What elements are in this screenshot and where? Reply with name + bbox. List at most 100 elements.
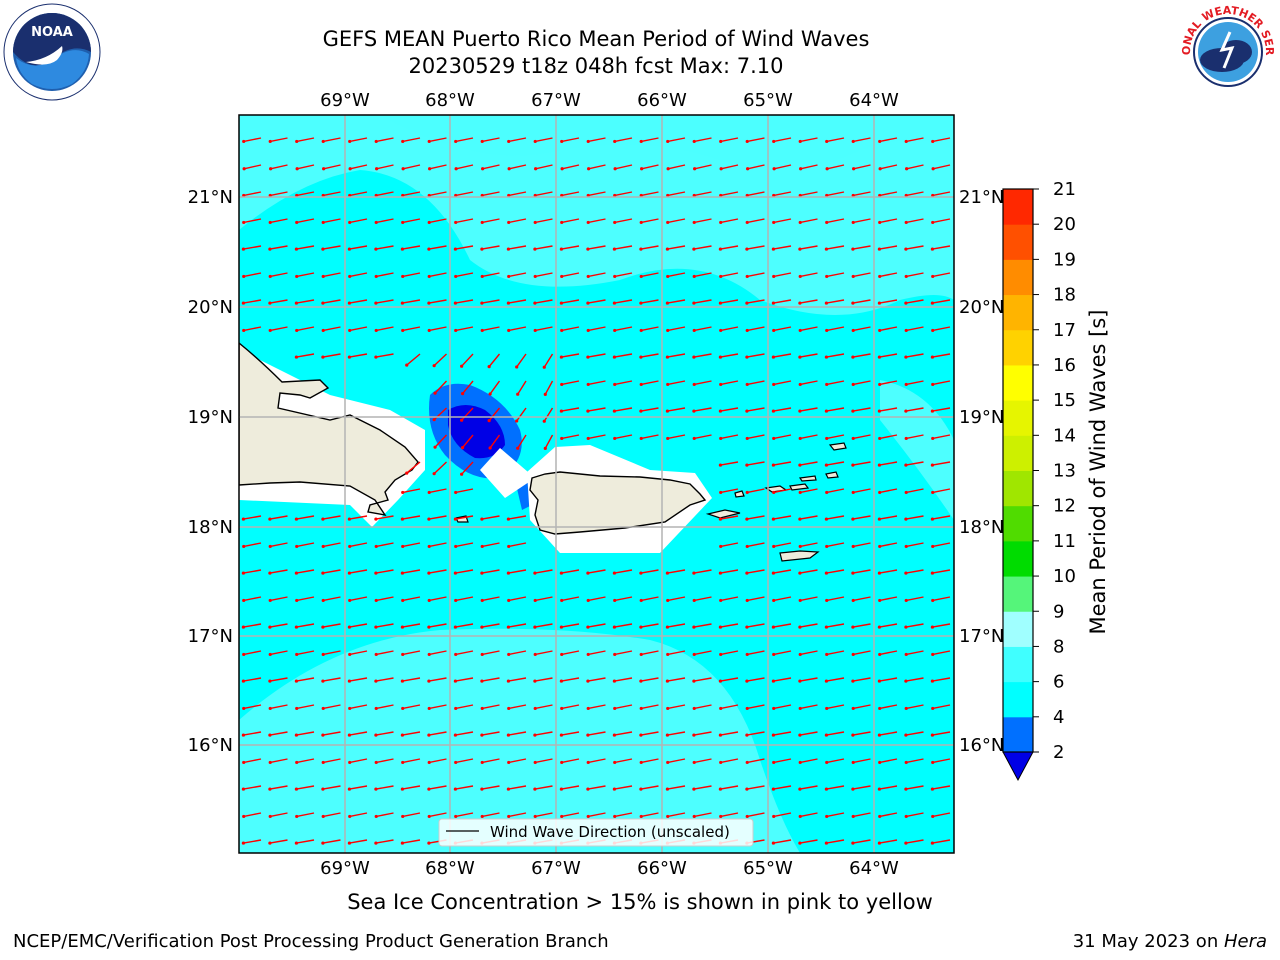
wind-arrow-head — [242, 544, 246, 549]
wind-arrow-head — [400, 841, 405, 845]
wind-arrow-head — [771, 409, 776, 413]
wind-arrow-head — [745, 355, 749, 359]
wind-arrow-head — [639, 436, 643, 441]
wind-arrow — [270, 812, 288, 818]
wind-arrow-head — [268, 760, 272, 765]
wind-arrow-head — [347, 247, 352, 251]
wind-arrow — [799, 407, 818, 412]
wind-arrow — [932, 218, 951, 224]
wind-arrow — [375, 839, 394, 844]
wind-arrow-head — [294, 517, 299, 521]
wind-arrow — [905, 839, 924, 844]
wind-arrow-head — [878, 760, 882, 765]
wind-arrow-head — [613, 706, 617, 711]
wind-arrow-head — [613, 139, 617, 144]
wind-arrow-head — [321, 841, 325, 845]
wind-arrow-head — [639, 679, 643, 683]
wind-arrow-head — [454, 490, 458, 495]
wind-arrow-head — [719, 139, 723, 144]
wind-arrow-head — [798, 760, 802, 765]
wind-arrow-head — [348, 814, 352, 819]
lon-label-top: 67°W — [531, 90, 581, 111]
wind-arrow — [747, 326, 765, 332]
colorbar-tick-label: 15 — [1053, 390, 1076, 411]
wind-arrow — [720, 569, 739, 574]
wind-arrow-head — [692, 652, 696, 657]
wind-arrow — [853, 488, 871, 494]
wind-arrow-head — [745, 139, 749, 144]
wind-arrow — [481, 623, 500, 628]
wind-arrow-head — [241, 571, 246, 575]
wind-arrow — [773, 137, 792, 143]
wind-arrow-head — [878, 544, 882, 549]
wind-arrow — [879, 218, 898, 224]
wind-arrow — [720, 326, 739, 332]
wind-arrow — [826, 812, 845, 818]
wind-arrow-head — [533, 247, 537, 251]
wind-arrow — [852, 623, 871, 628]
wind-arrow-head — [745, 652, 749, 657]
wind-arrow-head — [639, 193, 643, 198]
wind-arrow — [402, 272, 421, 278]
wind-arrow-head — [241, 841, 246, 845]
wind-arrow — [561, 434, 580, 440]
wind-arrow — [800, 596, 818, 602]
wind-arrow — [376, 137, 394, 143]
wind-arrow — [428, 785, 447, 790]
wind-arrow — [561, 326, 580, 332]
wind-arrow-head — [241, 733, 246, 737]
wind-arrow-head — [825, 328, 829, 333]
wind-arrow — [561, 272, 580, 278]
wind-arrow-head — [771, 463, 776, 467]
wind-arrow-head — [488, 446, 492, 450]
wind-arrow-head — [851, 247, 855, 251]
wind-arrow-head — [824, 463, 829, 467]
wind-arrow-head — [613, 193, 617, 198]
wind-arrow-head — [798, 274, 802, 279]
wind-arrow — [482, 191, 500, 197]
wind-arrow — [489, 434, 501, 449]
lat-label-right: 16°N — [959, 735, 1004, 756]
wind-arrow-head — [798, 463, 802, 467]
wind-arrow — [429, 704, 447, 710]
wind-arrow — [693, 731, 712, 736]
wind-arrow — [270, 542, 288, 548]
wind-arrow — [561, 164, 580, 170]
wind-arrow — [561, 596, 580, 602]
wind-arrow-head — [718, 301, 723, 305]
footer-machine: Hera — [1223, 931, 1267, 952]
wind-arrow — [905, 245, 924, 250]
wind-arrow — [296, 515, 315, 520]
lon-label-top: 65°W — [743, 90, 793, 111]
wind-arrow-head — [824, 733, 829, 737]
wind-arrow-head — [559, 787, 564, 791]
wind-arrow — [906, 326, 924, 332]
wind-arrow-head — [480, 679, 484, 683]
wind-arrow — [879, 164, 898, 170]
wind-arrow-head — [347, 625, 352, 629]
wind-arrow-head — [480, 706, 484, 711]
wind-arrow-head — [374, 733, 378, 737]
wind-arrow-head — [931, 490, 935, 495]
svg-text:NOAA: NOAA — [31, 25, 73, 40]
wind-arrow — [455, 785, 474, 790]
chart-subtitle: 20230529 t18z 048h fcst Max: 7.10 — [408, 54, 784, 78]
wind-arrow-head — [269, 167, 273, 171]
colorbar: 2 4 6 8 9 10 11 12 13 14 15 16 17 18 19 20 21 — [1002, 179, 1076, 782]
wind-arrow — [243, 839, 262, 844]
wind-arrow — [376, 191, 394, 197]
wind-arrow-head — [930, 247, 935, 251]
wind-arrow — [561, 758, 580, 764]
wind-arrow-head — [533, 571, 537, 575]
colorbar-segment — [1003, 329, 1033, 366]
wind-arrow — [720, 218, 739, 224]
wind-arrow — [508, 758, 527, 764]
lon-label-bottom: 66°W — [637, 858, 687, 879]
wind-arrow — [720, 164, 739, 170]
wind-arrow-head — [745, 463, 749, 467]
wind-arrow — [932, 812, 951, 818]
wind-arrow-head — [515, 365, 519, 369]
wind-arrow — [640, 245, 659, 250]
wind-arrow-head — [772, 760, 776, 765]
lon-label-top: 66°W — [637, 90, 687, 111]
